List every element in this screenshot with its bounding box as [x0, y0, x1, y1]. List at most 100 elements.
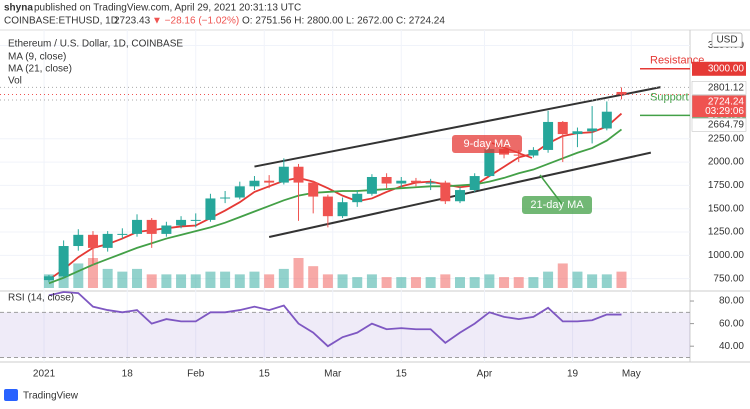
volume-bar [381, 277, 392, 288]
logo [4, 389, 18, 401]
volume-bar [176, 274, 187, 288]
price-tag [691, 118, 747, 132]
annotation-box [522, 196, 592, 214]
x-tick-label: 2021 [33, 369, 56, 380]
author: shyna [4, 3, 33, 14]
candle-body [440, 182, 451, 202]
y-tick-label: 1250.00 [708, 227, 745, 238]
volume-bar [366, 274, 377, 288]
volume-bar [557, 263, 568, 288]
x-tick-label: Mar [324, 369, 342, 380]
volume-bar [352, 277, 363, 288]
candle-body [308, 182, 319, 197]
candle-body [220, 197, 231, 199]
volume-bar [410, 277, 421, 288]
symbol: COINBASE:ETHUSD, 1D [4, 16, 118, 27]
y-tick-label: 1750.00 [708, 180, 745, 191]
x-tick-label: 19 [567, 369, 579, 380]
volume-bar [161, 274, 172, 288]
candle-body [102, 233, 113, 248]
x-tick-label: Apr [477, 369, 493, 380]
level-tag-label: 3000.00 [708, 63, 745, 74]
candle-body [322, 196, 333, 217]
ohlc: O: 2751.56 H: 2800.00 L: 2672.00 C: 2724… [242, 16, 445, 27]
volume-bar [249, 271, 260, 288]
volume-bar [543, 271, 554, 288]
volume-bar [132, 268, 143, 288]
candle-body [43, 276, 54, 281]
rsi-tick-label: 80.00 [719, 296, 744, 307]
chart-title: Ethereum / U.S. Dollar, 1D, COINBASE [8, 39, 183, 50]
volume-bar [616, 271, 627, 288]
candle-body [73, 234, 84, 247]
volume-bar [440, 274, 451, 288]
candle-body [557, 121, 568, 135]
candle-body [176, 219, 187, 226]
volume-bar [396, 277, 407, 288]
y-tick-label: 1500.00 [708, 203, 745, 214]
candle-body [513, 154, 524, 156]
candle-body [205, 198, 216, 220]
y-tick-label: 2000.00 [708, 157, 745, 168]
candle-body [190, 219, 201, 221]
price-tag-label: 2801.12 [708, 82, 745, 93]
candle-body [601, 111, 612, 129]
candle-body [484, 149, 495, 177]
rsi-title: RSI (14, close) [8, 293, 74, 304]
currency-box [711, 32, 743, 48]
x-tick-label: 15 [259, 369, 271, 380]
volume-bar [587, 274, 598, 288]
legend-entry: MA (21, close) [8, 64, 72, 75]
volume-bar [73, 263, 84, 288]
y-tick-label: 750.00 [713, 273, 744, 284]
candle-body [337, 202, 348, 217]
volume-bar [220, 271, 231, 288]
x-tick-label: 15 [396, 369, 408, 380]
candle-body [293, 166, 304, 183]
candle-body [616, 91, 627, 95]
candle-body [352, 193, 363, 203]
x-tick-label: Feb [187, 369, 205, 380]
volume-bar [205, 271, 216, 288]
volume-bar [278, 268, 289, 288]
y-tick-label: 2250.00 [708, 133, 745, 144]
volume-bar [234, 274, 245, 288]
rsi-line [48, 291, 622, 348]
header: shyna published on TradingView.com, Apri… [4, 3, 445, 27]
candle-body [366, 176, 377, 194]
volume-bar [572, 271, 583, 288]
volume-bar [337, 274, 348, 288]
candle-body [117, 233, 128, 235]
x-tick-label: 18 [122, 369, 134, 380]
volume-bar [117, 271, 128, 288]
candle-body [543, 121, 554, 150]
candle-body [469, 176, 480, 191]
volume-bar [308, 266, 319, 288]
volume-bar [322, 274, 333, 288]
price-tag [691, 81, 747, 95]
candle-body [161, 225, 172, 234]
volume-bar [425, 277, 436, 288]
volume-label: Vol [8, 76, 22, 87]
candle-body [264, 180, 275, 183]
candle-body [572, 131, 583, 135]
change: ▼ −28.16 (−1.02%) [152, 16, 239, 27]
price-tag-label: 2724.24 [708, 96, 745, 107]
candle-body [87, 234, 98, 248]
candle-body [455, 190, 465, 202]
candle-body [381, 176, 392, 184]
candle-body [278, 166, 289, 183]
annotation: 9-day MA [463, 138, 511, 150]
volume-bar [455, 277, 465, 288]
candle-body [58, 246, 69, 277]
rsi-tick-label: 40.00 [719, 341, 744, 352]
volume-bar [102, 268, 113, 288]
rsi-tick-label: 60.00 [719, 318, 744, 329]
x-tick-label: May [622, 369, 641, 380]
volume-bar [293, 258, 304, 288]
candle-body [587, 128, 598, 132]
volume-bar [513, 277, 524, 288]
candle-body [132, 219, 143, 234]
